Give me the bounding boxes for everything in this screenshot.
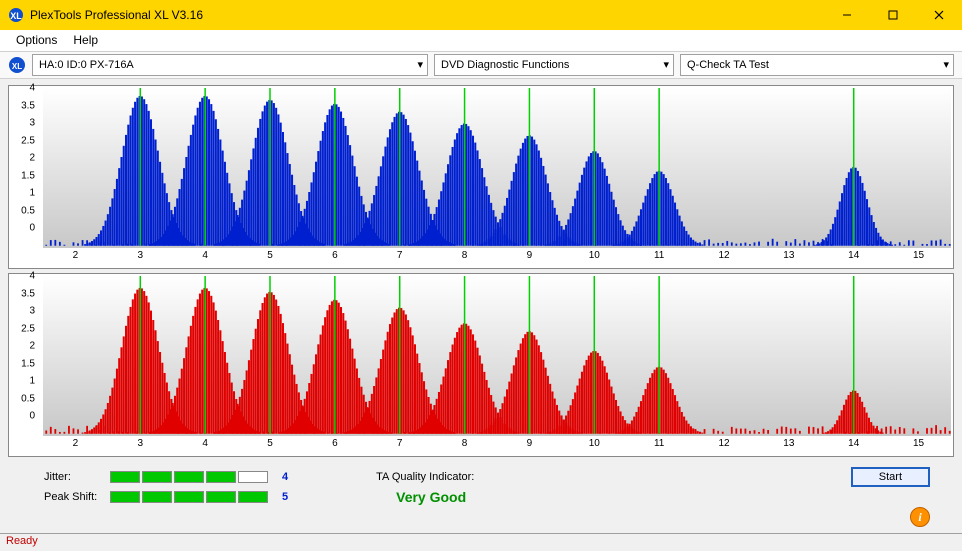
chevron-down-icon: ▾ <box>663 58 669 71</box>
indicator-box <box>110 471 140 483</box>
app-icon: XL <box>8 7 24 23</box>
function-dropdown[interactable]: DVD Diagnostic Functions ▾ <box>434 54 674 76</box>
chart-top-xaxis: 23456789101112131415 <box>43 248 951 266</box>
jitter-row: Jitter: 4 TA Quality Indicator: Start <box>8 461 954 489</box>
indicator-box <box>206 471 236 483</box>
indicator-box <box>238 491 268 503</box>
indicator-box <box>174 491 204 503</box>
jitter-label: Jitter: <box>44 471 102 483</box>
svg-text:XL: XL <box>12 62 22 71</box>
indicator-box <box>110 491 140 503</box>
chart-bottom-yaxis: 00.511.522.533.54 <box>9 276 39 416</box>
peakshift-row: Peak Shift: 5 Very Good <box>8 489 954 507</box>
chart-top-yaxis: 00.511.522.533.54 <box>9 88 39 228</box>
indicator-box <box>206 491 236 503</box>
chart-top <box>43 88 951 248</box>
svg-text:XL: XL <box>10 11 22 21</box>
info-row: i <box>8 507 954 527</box>
main-panel: 00.511.522.533.54 23456789101112131415 0… <box>0 79 962 533</box>
ta-quality-value: Very Good <box>396 489 466 505</box>
menubar: Options Help <box>0 30 962 52</box>
function-dropdown-value: DVD Diagnostic Functions <box>441 59 569 71</box>
test-dropdown-value: Q-Check TA Test <box>687 59 769 71</box>
chart-bottom-xaxis: 23456789101112131415 <box>43 436 951 454</box>
peakshift-label: Peak Shift: <box>44 491 102 503</box>
chart-bottom <box>43 276 951 436</box>
info-icon[interactable]: i <box>910 507 930 527</box>
device-dropdown[interactable]: HA:0 ID:0 PX-716A ▾ <box>32 54 428 76</box>
menu-options[interactable]: Options <box>8 33 65 47</box>
start-button[interactable]: Start <box>851 467 930 487</box>
indicator-box <box>142 491 172 503</box>
test-dropdown[interactable]: Q-Check TA Test ▾ <box>680 54 954 76</box>
window-title: PlexTools Professional XL V3.16 <box>30 8 824 22</box>
maximize-button[interactable] <box>870 0 916 30</box>
chart-bottom-wrap: 00.511.522.533.54 23456789101112131415 <box>8 273 954 457</box>
toolbar: XL HA:0 ID:0 PX-716A ▾ DVD Diagnostic Fu… <box>0 52 962 80</box>
indicator-box <box>142 471 172 483</box>
titlebar: XL PlexTools Professional XL V3.16 <box>0 0 962 30</box>
jitter-value: 4 <box>282 471 288 483</box>
drive-icon: XL <box>8 56 26 74</box>
minimize-button[interactable] <box>824 0 870 30</box>
close-button[interactable] <box>916 0 962 30</box>
indicator-box <box>238 471 268 483</box>
chevron-down-icon: ▾ <box>943 58 949 71</box>
status-text: Ready <box>6 535 38 547</box>
device-dropdown-value: HA:0 ID:0 PX-716A <box>39 59 134 71</box>
chevron-down-icon: ▾ <box>417 58 423 71</box>
menu-help[interactable]: Help <box>65 33 106 47</box>
app-window: XL PlexTools Professional XL V3.16 Optio… <box>0 0 962 551</box>
chart-top-wrap: 00.511.522.533.54 23456789101112131415 <box>8 85 954 269</box>
jitter-indicator <box>110 471 268 483</box>
window-controls <box>824 0 962 30</box>
peakshift-indicator <box>110 491 268 503</box>
ta-quality-label: TA Quality Indicator: <box>376 471 474 483</box>
statusbar: Ready <box>0 533 962 551</box>
peakshift-value: 5 <box>282 491 288 503</box>
indicator-box <box>174 471 204 483</box>
